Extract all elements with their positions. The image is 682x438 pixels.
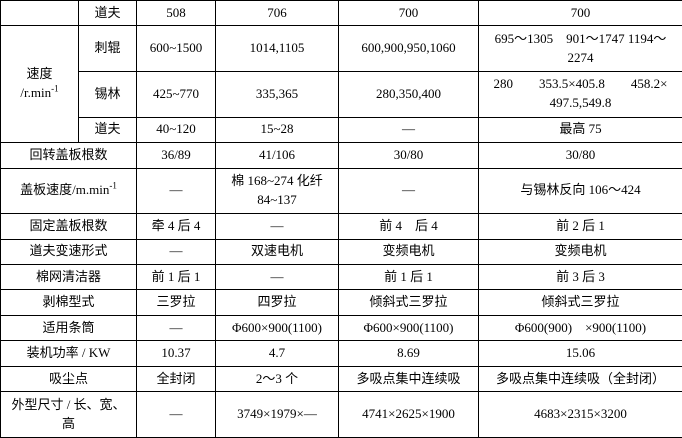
cell-706: 双速电机 [215, 238, 339, 266]
cell-daofu-700b: 最高 75 [478, 116, 682, 144]
table-row: 固定盖板根数 牵 4 后 4 — 前 4 后 4 前 2 后 1 [0, 213, 682, 240]
cell-706-line2: 84~137 [257, 191, 297, 207]
cell-700b: 前 3 后 3 [478, 263, 682, 291]
cell-706: 4.7 [215, 340, 339, 367]
header-cell-model-700b: 700 [478, 0, 682, 27]
cell-706-line1: 棉 168~274 化纤 [231, 172, 323, 188]
cell-cilun-700a: 600,900,950,1060 [338, 25, 479, 73]
table-row-header: 道夫 508 706 700 700 [0, 0, 682, 27]
cell-508: 前 1 后 1 [136, 263, 216, 291]
cell-700a: Φ600×900(1100) [338, 314, 479, 342]
cell-706: — [215, 213, 339, 240]
cell-700b: 4683×2315×3200 [478, 391, 682, 438]
cell-700a: — [338, 167, 479, 215]
cell-508: 36/89 [136, 142, 216, 169]
cell-cilun-508: 600~1500 [136, 25, 216, 73]
row-label: 盖板速度/m.min-1 [0, 167, 137, 215]
cell-508: — [136, 167, 216, 215]
cell-706: Φ600×900(1100) [215, 314, 339, 342]
cell-700b: 15.06 [478, 340, 682, 367]
row-label: 适用条筒 [0, 314, 137, 342]
header-cell-model-700a: 700 [338, 0, 479, 27]
part-label-xilin: 锡林 [78, 71, 137, 118]
table-row: 剥棉型式 三罗拉 四罗拉 倾斜式三罗拉 倾斜式三罗拉 [0, 289, 682, 316]
row-label-speed-line1: 速度 [26, 66, 53, 82]
header-cell-part: 道夫 [78, 0, 137, 27]
row-label: 剥棉型式 [0, 289, 137, 316]
table-row: 吸尘点 全封闭 2～3 个 多吸点集中连续吸 多吸点集中连续吸（全封闭） [0, 365, 682, 393]
table-row: 外型尺寸 / 长、宽、 高 — 3749×1979×— 4741×2625×19… [0, 391, 682, 438]
cell-700a: 30/80 [338, 142, 479, 169]
cell-508: — [136, 238, 216, 266]
cell-xilin-508: 425~770 [136, 71, 216, 118]
cell-508: — [136, 391, 216, 438]
cell-700b: 变频电机 [478, 238, 682, 266]
cell-508: — [136, 314, 216, 342]
cell-700b: 倾斜式三罗拉 [478, 289, 682, 316]
cell-700b: 前 2 后 1 [478, 213, 682, 240]
cell-508: 全封闭 [136, 365, 216, 393]
cell-cilun-700b-line1: 695～1305 901～1747 1194～ [494, 30, 667, 46]
cell-700b: 多吸点集中连续吸（全封闭） [478, 365, 682, 393]
header-cell-blank [0, 0, 79, 27]
cell-706: 41/106 [215, 142, 339, 169]
row-label: 固定盖板根数 [0, 213, 137, 240]
cell-700a: 多吸点集中连续吸 [338, 365, 479, 393]
row-label-speed-superscript: -1 [51, 83, 59, 94]
cell-daofu-700a: — [338, 116, 479, 144]
row-label: 棉网清洁器 [0, 263, 137, 291]
cell-700b: 30/80 [478, 142, 682, 169]
cell-700a: 前 1 后 1 [338, 263, 479, 291]
row-label-speed: 速度 /r.min-1 [0, 25, 79, 144]
cell-700b: Φ600(900) ×900(1100) [478, 314, 682, 342]
cell-xilin-700b: 280 353.5×405.8 458.2× 497.5,549.8 [478, 71, 682, 118]
table-row-speed-daofu: 道夫 40~120 15~28 — 最高 75 [1, 116, 682, 144]
cell-706: 2～3 个 [215, 365, 339, 393]
row-label: 回转盖板根数 [0, 142, 137, 169]
cell-508: 牵 4 后 4 [136, 213, 216, 240]
cell-700a: 变频电机 [338, 238, 479, 266]
table-row-speed-cilun: 速度 /r.min-1 刺辊 600~1500 1014,1105 600,90… [0, 25, 682, 144]
table-row: 回转盖板根数 36/89 41/106 30/80 30/80 [0, 142, 682, 169]
cell-xilin-700b-line1: 280 353.5×405.8 458.2× [493, 76, 668, 92]
row-label-speed-line2: /r.min-1 [20, 83, 59, 101]
cell-700b: 与锡林反向 106～424 [478, 167, 682, 215]
cell-daofu-706: 15~28 [215, 116, 339, 144]
cell-700a: 倾斜式三罗拉 [338, 289, 479, 316]
table-row: 道夫变速形式 — 双速电机 变频电机 变频电机 [0, 238, 682, 266]
row-label: 装机功率 / KW [0, 340, 137, 367]
row-label: 外型尺寸 / 长、宽、 高 [0, 391, 137, 438]
row-label-superscript: -1 [109, 181, 117, 192]
header-cell-model-706: 706 [215, 0, 339, 27]
cell-xilin-706: 335,365 [215, 71, 339, 118]
cell-706: 棉 168~274 化纤 84~137 [215, 167, 339, 215]
header-cell-model-508: 508 [136, 0, 216, 27]
cell-508: 10.37 [136, 340, 216, 367]
cell-706: 四罗拉 [215, 289, 339, 316]
cell-700a: 前 4 后 4 [338, 213, 479, 240]
cell-700a: 8.69 [338, 340, 479, 367]
cell-cilun-706: 1014,1105 [215, 25, 339, 73]
table-row-speed-xilin: 锡林 425~770 335,365 280,350,400 280 353.5… [1, 71, 682, 118]
row-label: 道夫变速形式 [0, 238, 137, 266]
cell-cilun-700b: 695～1305 901～1747 1194～ 2274 [478, 25, 682, 73]
cell-xilin-700b-line2: 497.5,549.8 [549, 95, 612, 111]
table-row: 棉网清洁器 前 1 后 1 — 前 1 后 1 前 3 后 3 [0, 263, 682, 291]
part-label-daofu: 道夫 [78, 116, 137, 144]
table-row: 装机功率 / KW 10.37 4.7 8.69 15.06 [0, 340, 682, 367]
row-label: 吸尘点 [0, 365, 137, 393]
cell-cilun-700b-line2: 2274 [567, 49, 594, 65]
table-row: 适用条筒 — Φ600×900(1100) Φ600×900(1100) Φ60… [0, 314, 682, 342]
cell-xilin-700a: 280,350,400 [338, 71, 479, 118]
cell-700a: 4741×2625×1900 [338, 391, 479, 438]
row-label-line1: 外型尺寸 / 长、宽、 [11, 396, 126, 412]
cell-706: 3749×1979×— [215, 391, 339, 438]
cell-508: 三罗拉 [136, 289, 216, 316]
part-label-cilun: 刺辊 [78, 25, 137, 73]
table-row: 盖板速度/m.min-1 — 棉 168~274 化纤 84~137 — 与锡林… [0, 167, 682, 215]
row-label-line2: 高 [61, 415, 75, 431]
cell-706: — [215, 263, 339, 291]
cell-daofu-508: 40~120 [136, 116, 216, 144]
